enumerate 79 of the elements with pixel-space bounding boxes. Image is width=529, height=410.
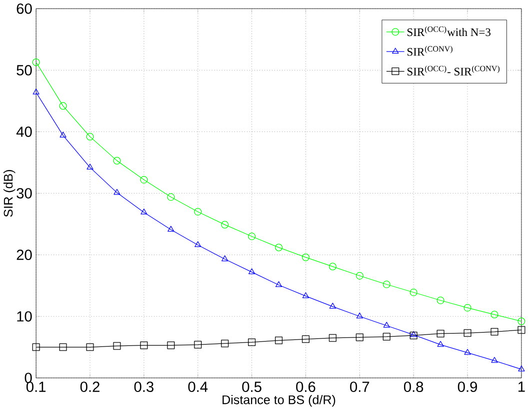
- point: [436, 296, 444, 304]
- point: [248, 338, 256, 346]
- point: [248, 232, 256, 240]
- point: [464, 348, 471, 355]
- point: [302, 335, 310, 343]
- point: [464, 329, 472, 337]
- y-tick-label: 20: [16, 250, 32, 260]
- point: [113, 342, 121, 350]
- point: [221, 340, 229, 348]
- point: [490, 328, 498, 336]
- x-tick-label: 0.3: [134, 382, 154, 392]
- x-tick-label: 0.2: [80, 382, 100, 392]
- point: [328, 262, 336, 270]
- x-tick-label: 0.9: [458, 382, 477, 392]
- point: [382, 280, 390, 288]
- y-tick-label: 0: [24, 372, 32, 384]
- point: [356, 272, 364, 280]
- x-tick-label: 0.1: [26, 382, 46, 392]
- point: [518, 326, 526, 334]
- legend-label: SIR$^{(CONV)}$: [407, 46, 452, 56]
- point: [60, 132, 66, 138]
- point: [436, 330, 444, 338]
- point: [382, 332, 390, 340]
- x-tick-label: 0.4: [188, 382, 208, 392]
- point: [518, 317, 526, 325]
- x-tick-label: 0.7: [350, 382, 370, 392]
- x-axis-title: Distance to BS (d/R): [222, 394, 336, 407]
- point: [490, 310, 498, 318]
- x-tick-label: 1: [518, 382, 525, 392]
- point: [86, 132, 94, 140]
- y-tick-label: 30: [16, 188, 32, 198]
- x-tick-label: 0.5: [242, 382, 262, 392]
- point: [168, 226, 174, 232]
- point: [437, 340, 444, 347]
- point: [518, 365, 525, 372]
- point: [275, 281, 282, 287]
- legend-label: SIR$^{(OCC)}$- SIR$^{(CONV)}$: [407, 66, 500, 76]
- legend-label: SIR$^{(OCC)}$with N=3: [407, 26, 490, 36]
- point: [113, 156, 121, 164]
- point: [194, 340, 202, 348]
- point: [32, 58, 40, 66]
- point: [59, 343, 67, 351]
- point: [194, 241, 202, 247]
- point: [222, 255, 228, 262]
- point: [194, 208, 202, 216]
- point: [356, 333, 364, 341]
- point: [86, 164, 94, 170]
- y-tick-label: 10: [17, 311, 32, 322]
- point: [32, 343, 40, 351]
- point: [86, 343, 94, 351]
- y-tick-label: 60: [16, 3, 32, 14]
- point: [140, 176, 148, 184]
- point: [167, 341, 175, 349]
- point: [464, 304, 472, 312]
- point: [328, 334, 336, 342]
- y-tick-label: 50: [16, 64, 32, 76]
- point: [329, 302, 336, 308]
- point: [221, 220, 229, 228]
- point: [32, 88, 40, 94]
- point: [383, 322, 390, 328]
- point: [59, 102, 67, 110]
- point: [410, 332, 418, 340]
- point: [274, 244, 283, 252]
- y-tick-label: 40: [16, 126, 32, 137]
- point: [140, 341, 148, 349]
- point: [410, 288, 418, 296]
- x-tick-label: 0.8: [404, 382, 424, 392]
- point: [302, 253, 310, 261]
- point: [114, 188, 120, 195]
- point: [140, 208, 148, 214]
- point: [410, 331, 417, 337]
- point: [274, 336, 283, 344]
- point: [302, 292, 310, 298]
- point: [356, 312, 363, 318]
- y-axis-title: SIR (dB): [4, 170, 16, 217]
- point: [167, 193, 175, 201]
- x-tick-label: 0.6: [296, 382, 316, 392]
- point: [491, 356, 498, 363]
- point: [248, 268, 256, 274]
